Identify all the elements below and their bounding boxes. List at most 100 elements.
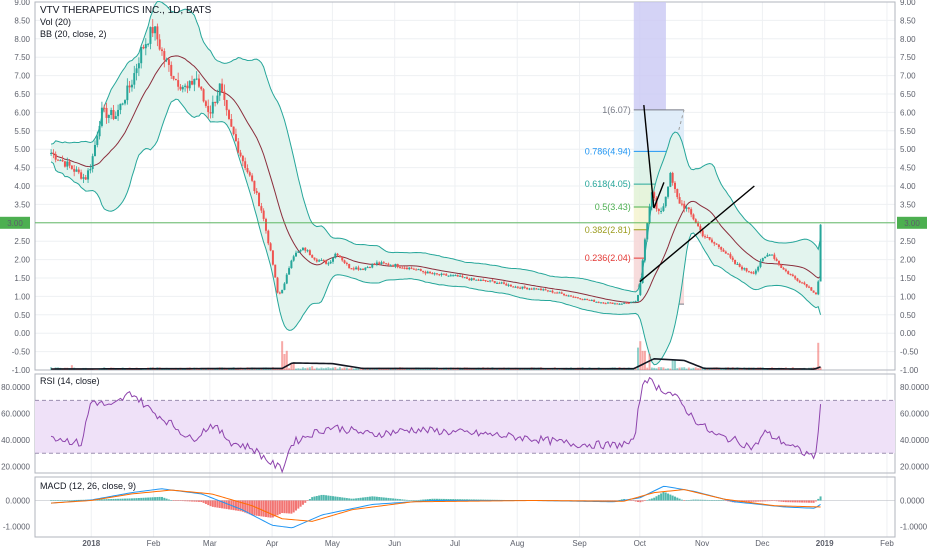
rsi-indicator-label[interactable]: RSI (14, close) [40,376,100,386]
macd-histogram-bar [191,500,194,502]
candle-body [669,172,672,187]
candle-body [565,295,568,297]
candle-body [154,26,157,34]
candle-body [456,275,459,277]
symbol-title[interactable]: VTV THERAPEUTICS INC., 1D, BATS [40,5,212,16]
candle-body [207,105,210,113]
macd-histogram-bar [297,500,300,509]
candle-body [387,263,390,266]
macd-histogram-bar [717,500,720,501]
macd-histogram-bar [357,498,360,501]
macd-histogram-bar [126,498,129,501]
candle-body [117,109,120,117]
candle-body [611,302,614,304]
macd-histogram-bar [812,500,815,503]
candle-body [362,268,365,270]
candle-body [375,262,378,265]
volume-bar [708,368,711,370]
rsi-pane[interactable] [35,376,895,474]
candle-body [378,262,381,265]
time-tick-label: Jun [388,539,401,548]
volume-bars [50,341,822,370]
candle-body [618,303,621,305]
candle-body [149,27,152,44]
candle-body [627,302,630,304]
macd-histogram-bar [438,498,441,501]
volume-bar [671,360,674,370]
candle-body [738,263,741,267]
macd-histogram-bar [149,497,152,501]
last-price-label-left: 3.00 [7,219,23,228]
macd-pane[interactable] [35,485,895,529]
candle-body [408,267,411,270]
candle-body [667,186,670,197]
price-pane[interactable]: 1(6.07) 0.786(4.94) 0.618(4.05) 0.5(3.43) 0.… [35,1,895,370]
bollinger-indicator-label[interactable]: BB (20, close, 2) [40,29,107,39]
candle-body [729,254,732,258]
candle-body [368,267,371,269]
volume-bar [338,367,341,370]
macd-histogram-bar [271,500,274,518]
candle-body [89,168,92,171]
candle-body [181,86,184,90]
macd-indicator-label[interactable]: MACD (12, 26, close, 9) [40,481,136,491]
candle-body [750,272,753,274]
macd-histogram-bar [158,496,161,501]
candle-body [151,27,154,34]
candle-body [671,172,674,183]
candle-body [269,243,272,251]
macd-histogram-bar [52,500,55,501]
macd-histogram-bar [193,500,196,502]
price-tick-left: 6.00 [14,108,30,117]
price-tick-left: -1.00 [12,366,31,375]
candle-body [188,81,191,89]
trend-lines[interactable] [639,104,755,283]
price-tick-left: -0.50 [12,348,31,357]
rsi-tick-left: 80.0000 [1,383,30,392]
candle-body [246,168,249,173]
macd-histogram-bar [704,499,707,501]
macd-histogram-bar [276,500,279,516]
macd-histogram-bar [382,497,385,501]
volume-bar [331,367,334,370]
candle-body [526,287,529,290]
macd-histogram-bar [325,495,328,501]
candle-body [625,302,628,304]
bollinger-basis [50,55,821,304]
price-tick-left: 8.00 [14,35,30,44]
candle-body [98,125,101,137]
candle-body [646,223,649,240]
candle-body [124,100,127,104]
volume-bar [336,368,339,370]
macd-histogram-bar [202,500,205,503]
time-tick-label: Nov [695,539,709,548]
macd-histogram-bar [803,500,806,503]
candle-body [225,99,228,111]
candle-body [87,170,90,180]
macd-histogram-bar [241,500,244,512]
macd-histogram-bar [817,498,820,501]
macd-histogram-bar [343,497,346,501]
time-tick-label: Sep [572,539,587,548]
candle-body [479,279,482,281]
macd-histogram-bar [777,500,780,502]
macd-histogram-bar [329,495,332,501]
macd-histogram-bar [771,500,774,501]
macd-histogram-bar [322,494,325,501]
candle-body [329,261,332,264]
macd-histogram-bar [637,500,640,503]
price-tick-left: 8.50 [14,16,30,25]
candle-body [466,277,469,279]
volume-bar [419,368,422,370]
macd-histogram-bar [244,500,247,513]
candle-body [278,292,281,294]
volume-bar [285,350,288,370]
macd-histogram-bar [687,500,690,501]
volume-indicator-label[interactable]: Vol (20) [40,17,71,27]
macd-histogram-bar [216,500,219,508]
macd-histogram-bar [724,500,727,501]
macd-histogram-bar [348,498,351,501]
price-tick-left: 4.00 [14,182,30,191]
macd-histogram-bar [387,497,390,501]
